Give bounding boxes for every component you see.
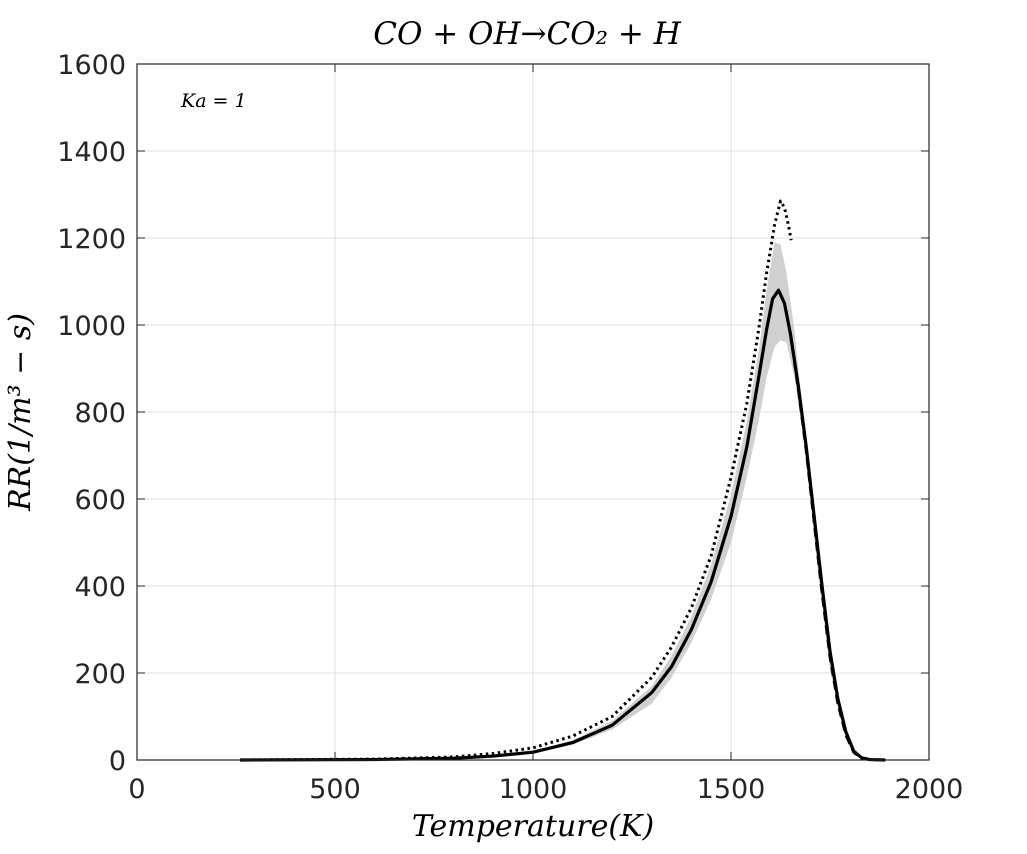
y-tick-label: 400 — [74, 572, 126, 603]
y-tick-label: 1000 — [57, 311, 126, 342]
y-tick-label: 800 — [74, 398, 126, 429]
y-tick-label: 0 — [109, 746, 126, 777]
annotation-ka: Ka = 1 — [180, 90, 247, 112]
y-axis-label: RR(1/m³ − s) — [3, 313, 38, 512]
x-tick-label: 0 — [128, 774, 145, 805]
y-tick-label: 1600 — [57, 50, 126, 81]
series-layer — [239, 199, 886, 762]
series-line-dotted — [239, 199, 793, 762]
x-tick-labels: 0 500 1000 1500 2000 — [128, 774, 963, 805]
series-line-dashed — [788, 333, 878, 762]
x-tick-label: 1000 — [499, 774, 568, 805]
y-tick-label: 1400 — [57, 137, 126, 168]
tick-marks — [136, 63, 930, 761]
y-tick-label: 1200 — [57, 224, 126, 255]
x-tick-label: 1500 — [697, 774, 766, 805]
y-tick-label: 200 — [74, 659, 126, 690]
y-tick-labels: 0 200 400 600 800 1000 1200 1400 1600 — [57, 50, 126, 777]
x-axis-label: Temperature(K) — [412, 809, 654, 844]
series-line-solid — [239, 288, 886, 762]
x-tick-label: 2000 — [895, 774, 964, 805]
x-tick-label: 500 — [309, 774, 361, 805]
y-tick-label: 600 — [74, 485, 126, 516]
chart-title: CO + OH→CO₂ + H — [373, 16, 681, 52]
